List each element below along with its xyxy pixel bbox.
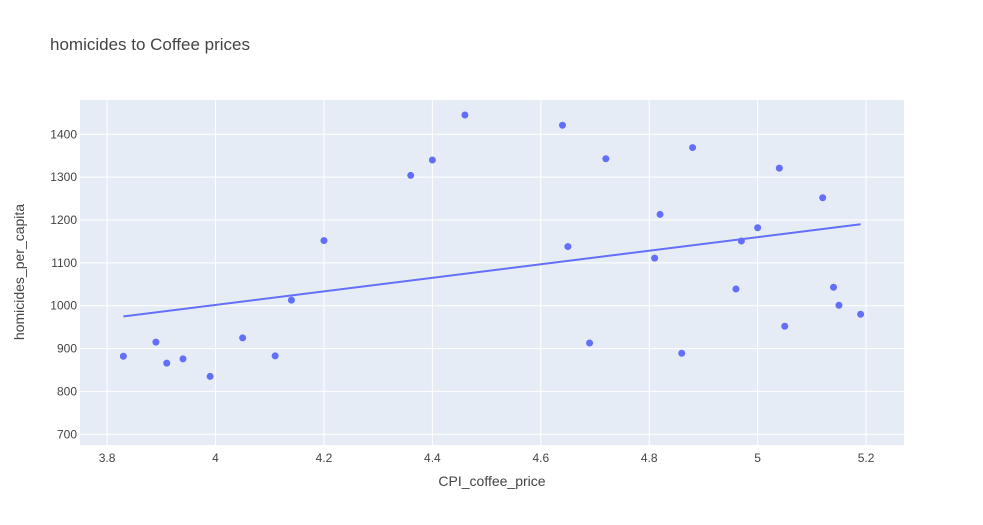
- x-axis-title: CPI_coffee_price: [438, 473, 545, 489]
- x-tick-label: 4.6: [532, 451, 549, 465]
- scatter-point: [737, 237, 745, 245]
- scatter-point: [656, 210, 664, 218]
- scatter-point: [428, 156, 436, 164]
- scatter-point: [732, 285, 740, 293]
- scatter-point: [835, 301, 843, 309]
- y-tick-label: 1200: [50, 213, 77, 227]
- y-tick-label: 1100: [51, 256, 77, 270]
- scatter-point: [179, 355, 187, 363]
- scatter-points: [119, 111, 865, 380]
- scatter-point: [239, 334, 247, 342]
- scatter-point: [678, 349, 686, 357]
- x-tick-labels: 3.8 4 4.2 4.4 4.6 4.8 5 5.2: [99, 451, 875, 465]
- y-gridlines: [80, 133, 904, 435]
- x-tick-label: 4: [212, 451, 219, 465]
- chart-title: homicides to Coffee prices: [50, 35, 250, 54]
- scatter-point: [602, 155, 610, 163]
- scatter-point: [564, 243, 572, 251]
- scatter-point: [163, 359, 171, 367]
- scatter-point: [689, 144, 697, 152]
- x-tick-label: 4.2: [316, 451, 333, 465]
- scatter-point: [775, 164, 783, 172]
- scatter-point: [271, 352, 279, 360]
- x-tick-label: 5: [754, 451, 761, 465]
- trend-line-group: [123, 223, 861, 318]
- scatter-point: [287, 296, 295, 304]
- x-tick-label: 4.4: [424, 451, 441, 465]
- x-tick-label: 4.8: [641, 451, 658, 465]
- scatter-point: [830, 283, 838, 291]
- scatter-point: [206, 372, 214, 380]
- scatter-point: [152, 338, 160, 346]
- scatter-point: [320, 237, 328, 245]
- y-tick-label: 700: [57, 427, 77, 441]
- y-tick-labels: 700 800 900 1000 1100 1200 1300 1400: [50, 127, 77, 441]
- trend-line: [123, 223, 861, 318]
- scatter-point: [119, 352, 127, 360]
- y-tick-label: 900: [57, 342, 77, 356]
- x-tick-label: 3.8: [99, 451, 116, 465]
- y-axis-title: homicides_per_capita: [11, 204, 27, 340]
- scatter-point: [407, 171, 415, 179]
- scatter-point: [819, 194, 827, 202]
- scatter-point: [586, 339, 594, 347]
- plot-area: [80, 100, 904, 445]
- scatter-point: [461, 111, 469, 119]
- scatter-point: [857, 310, 865, 318]
- scatter-point: [781, 322, 789, 330]
- y-tick-label: 1300: [50, 170, 77, 184]
- x-tick-label: 5.2: [858, 451, 875, 465]
- y-tick-label: 1000: [50, 299, 77, 313]
- scatter-point: [651, 254, 659, 262]
- y-tick-label: 1400: [50, 127, 77, 141]
- y-tick-label: 800: [57, 384, 77, 398]
- scatter-point: [558, 121, 566, 129]
- scatter-point: [754, 224, 762, 232]
